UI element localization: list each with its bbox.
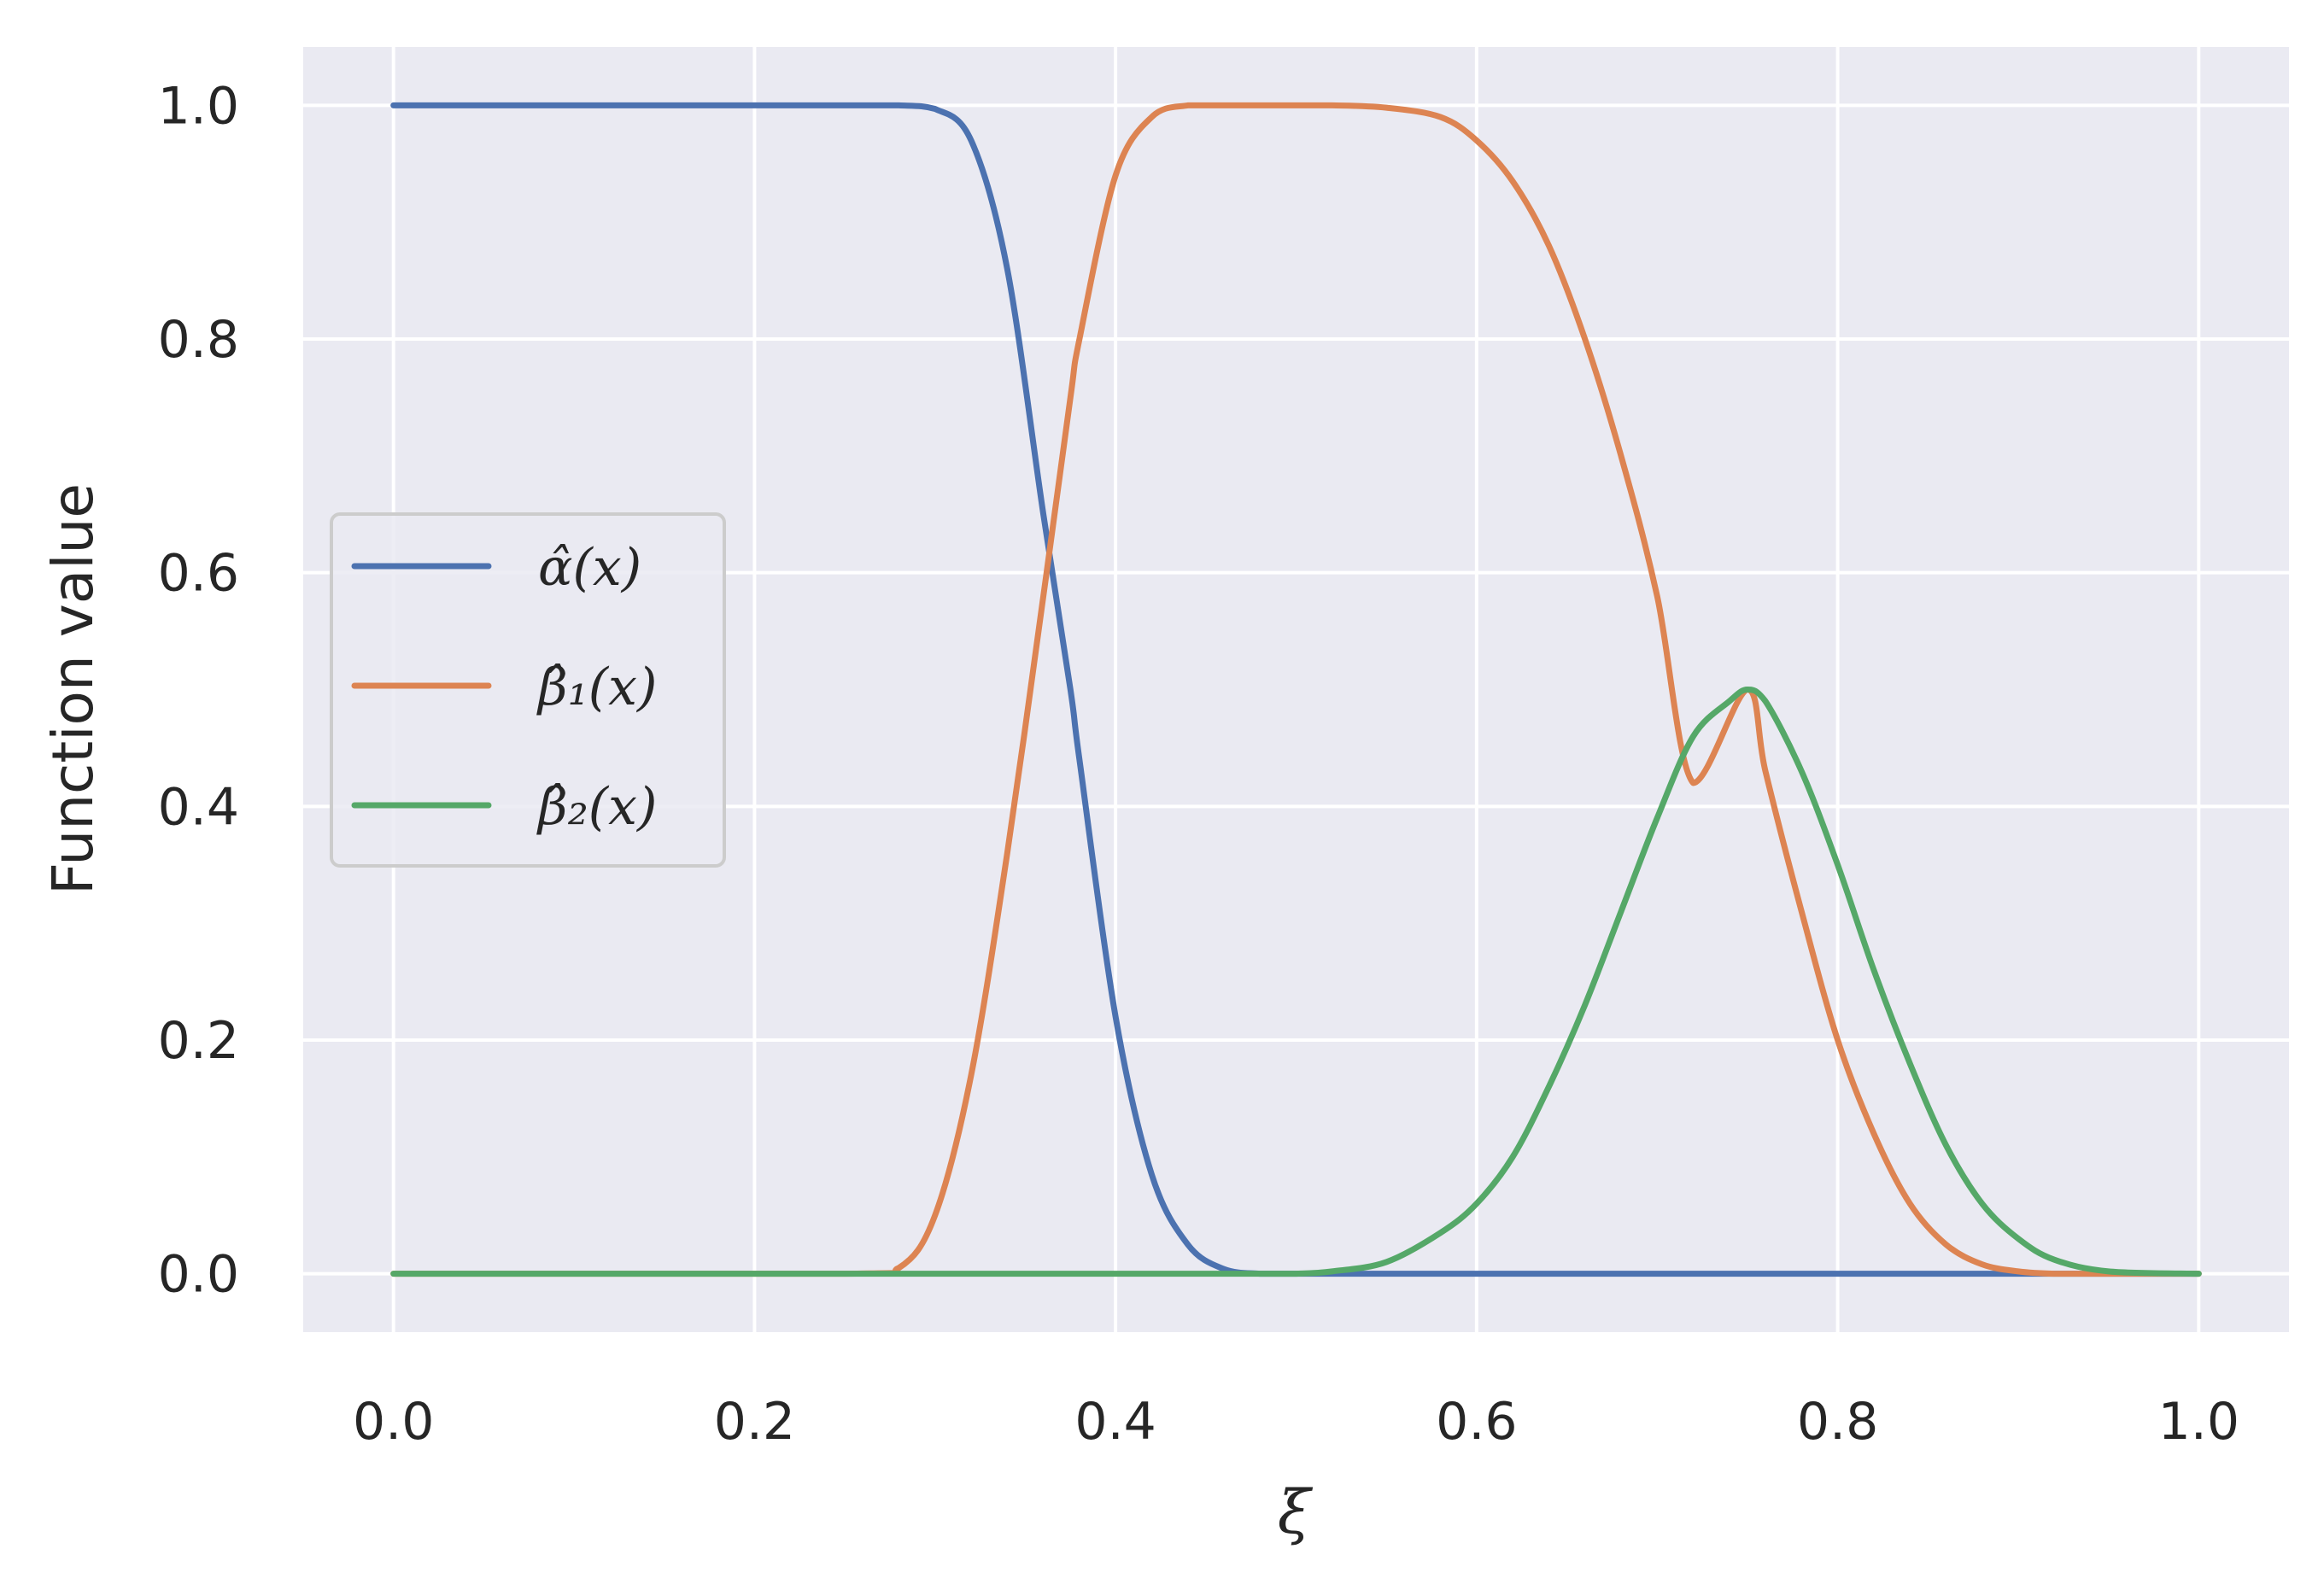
legend-label-1: α̂(x): [538, 538, 641, 598]
y-tick-label: 0.8: [158, 310, 239, 370]
series-line-3: [390, 687, 2202, 1277]
y-tick-labels: 0.0 0.2 0.4 0.6 0.8 1.0: [158, 76, 239, 1304]
legend-label-3: β̂₂(x): [536, 777, 657, 837]
x-tick-label: 1.0: [2158, 1392, 2239, 1452]
legend-box: [330, 512, 726, 868]
y-tick-label: 1.0: [158, 76, 239, 136]
x-tick-label: 0.8: [1797, 1392, 1878, 1452]
legend-label-2: β̂₁(x): [536, 658, 657, 717]
x-tick-label: 0.6: [1436, 1392, 1517, 1452]
y-tick-label: 0.4: [158, 777, 239, 837]
y-tick-label: 0.2: [158, 1011, 239, 1071]
series-layer: [390, 102, 2202, 1277]
x-axis-label: ξ: [1278, 1477, 1314, 1547]
y-tick-label: 0.0: [158, 1245, 239, 1305]
y-tick-label: 0.6: [158, 544, 239, 604]
series-line-2: [390, 102, 2202, 1277]
x-tick-label: 0.4: [1074, 1392, 1156, 1452]
x-tick-labels: 0.0 0.2 0.4 0.6 0.8 1.0: [353, 1392, 2239, 1452]
y-axis-label: Function value: [40, 483, 106, 895]
x-tick-label: 0.0: [353, 1392, 434, 1452]
series-line-1: [390, 102, 2202, 1277]
legend: α̂(x) β̂₁(x) β̂₂(x): [330, 512, 726, 868]
x-tick-label: 0.2: [714, 1392, 795, 1452]
